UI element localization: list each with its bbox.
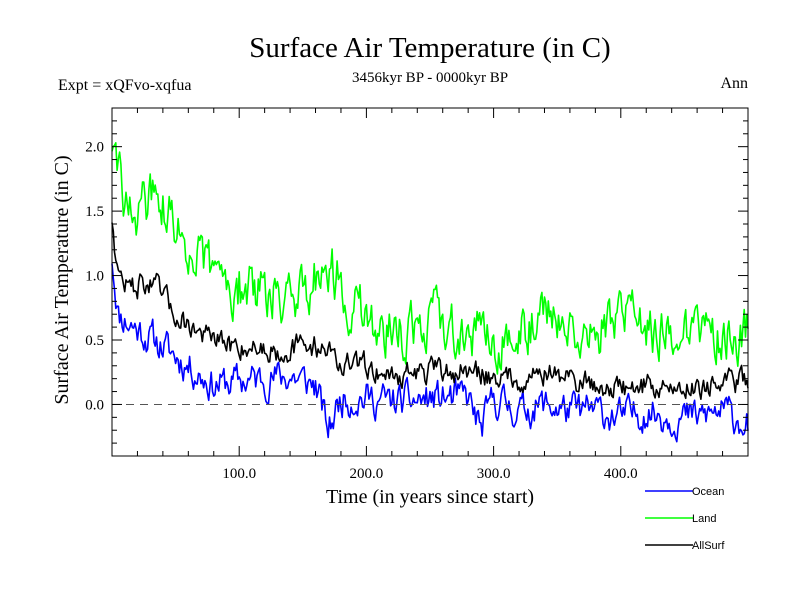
- legend-label-allsurf: AllSurf: [692, 540, 725, 552]
- season-label: Ann: [720, 75, 748, 92]
- x-axis-label: Time (in years since start): [326, 486, 534, 508]
- plot-frame: [111, 107, 749, 457]
- legend-item-allsurf: AllSurf: [645, 540, 725, 552]
- series-layer: [111, 142, 749, 443]
- x-tick-label: 100.0: [222, 466, 256, 482]
- legend-label-land: Land: [692, 513, 716, 525]
- period-label: 3456kyr BP - 0000kyr BP: [352, 70, 508, 86]
- legend-item-ocean: Ocean: [645, 486, 724, 498]
- y-tick-label: 0.0: [85, 397, 104, 413]
- x-tick-label: 400.0: [604, 466, 638, 482]
- y-tick-label: 1.5: [85, 204, 104, 220]
- x-tick-label: 200.0: [350, 466, 384, 482]
- legend: Ocean Land AllSurf: [645, 486, 725, 552]
- series-line-ocean: [111, 263, 749, 443]
- y-tick-label: 1.0: [85, 269, 104, 285]
- legend-item-land: Land: [645, 513, 716, 525]
- y-tick-label: 2.0: [85, 140, 104, 156]
- series-line-allsurf: [111, 222, 749, 401]
- chart-title: Surface Air Temperature (in C): [249, 32, 610, 64]
- minor-ticks: [112, 107, 748, 457]
- legend-label-ocean: Ocean: [692, 486, 724, 498]
- y-tick-label: 0.5: [85, 333, 104, 349]
- series-line-land: [111, 142, 749, 375]
- y-axis: 0.0 0.5 1.0 1.5 2.0: [85, 140, 748, 413]
- x-axis: 100.0 200.0 300.0 400.0: [222, 108, 638, 482]
- x-tick-label: 300.0: [477, 466, 511, 482]
- y-axis-label: Surface Air Temperature (in C): [51, 155, 73, 404]
- experiment-label: Expt = xQFvo-xqfua: [58, 77, 191, 94]
